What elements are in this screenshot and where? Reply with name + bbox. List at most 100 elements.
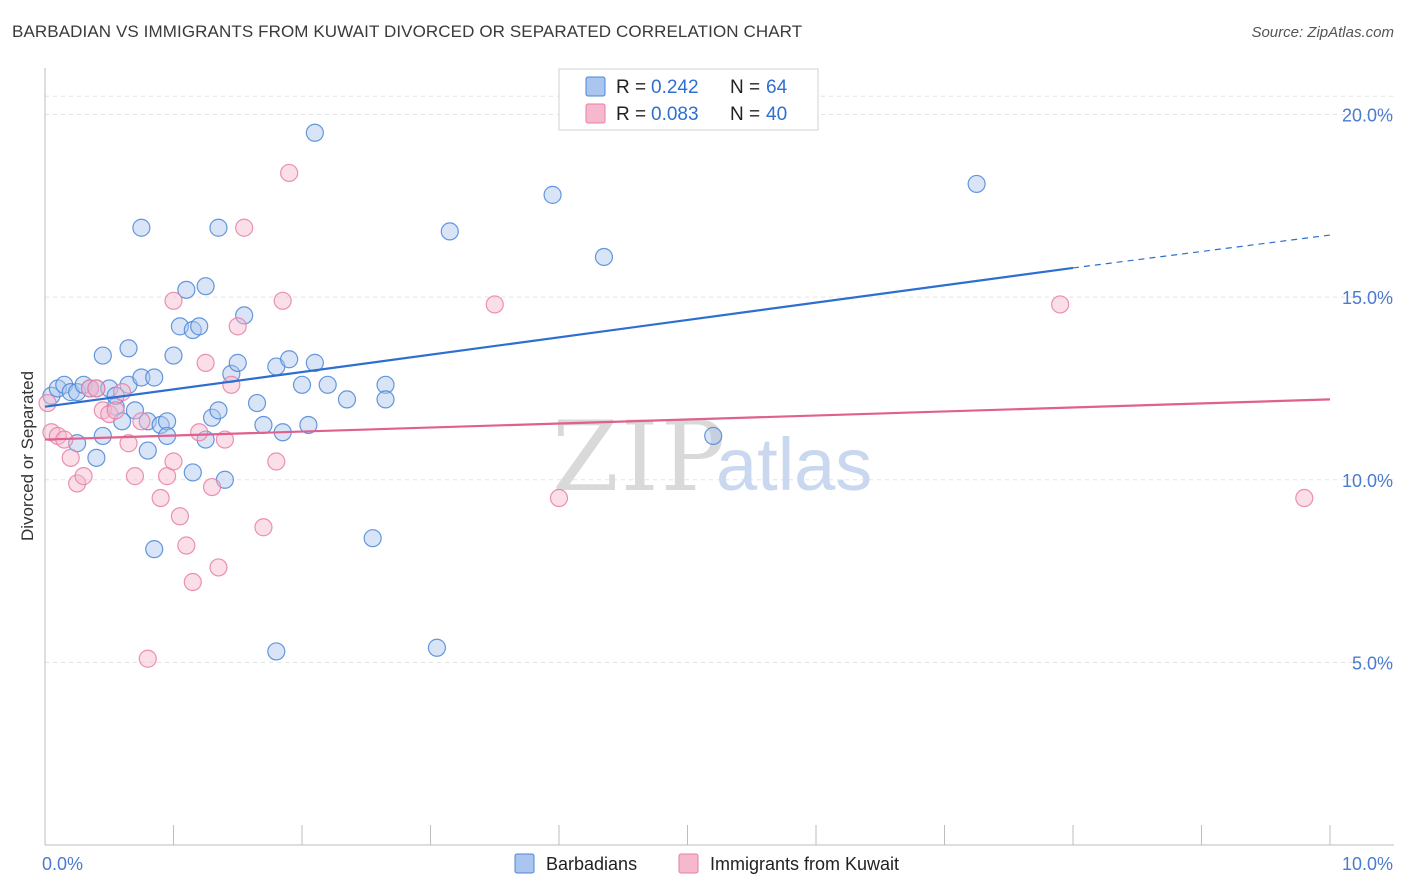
barbadian-point-44 (119, 339, 138, 358)
legend-n-label-pink: N = (730, 104, 760, 125)
kuwait-point-16 (138, 649, 157, 668)
kuwait-point-30 (235, 218, 254, 237)
barbadian-point-49 (247, 393, 267, 413)
barbadian-point-55 (543, 185, 562, 204)
kuwait-point-17 (151, 488, 170, 508)
barbadian-point-57 (704, 426, 723, 446)
kuwait-point-24 (196, 353, 215, 372)
bottom-legend-label-blue: Barbadians (546, 854, 637, 874)
kuwait-point-20 (170, 507, 190, 526)
kuwait-point-36 (549, 488, 569, 508)
legend-n-value-blue: 64 (766, 77, 788, 98)
kuwait-point-21 (177, 536, 196, 555)
barbadian-point-63 (376, 390, 395, 409)
kuwait-point-29 (228, 317, 247, 336)
bottom-legend-swatch-pink (678, 853, 699, 874)
watermark-zip: ZIP (552, 401, 727, 513)
barbadian-point-47 (145, 540, 164, 559)
barbadian-point-40 (376, 375, 395, 394)
kuwait-point-28 (222, 375, 241, 394)
barbadian-point-36 (299, 415, 318, 435)
barbadian-point-53 (305, 123, 324, 142)
kuwait-point-8 (87, 379, 106, 398)
legend-box: R = 0.242 N = 64 R = 0.083 N = 40 (558, 68, 819, 131)
kuwait-point-27 (215, 430, 234, 449)
legend-n-label-blue: N = (730, 77, 760, 98)
trend-line-barbadians (44, 266, 1074, 408)
chart-source: Source: ZipAtlas.com (1251, 24, 1394, 41)
barbadian-point-39 (337, 390, 357, 409)
trend-lines (44, 234, 1331, 441)
barbadian-point-25 (202, 408, 222, 427)
kuwait-point-7 (80, 379, 100, 398)
barbadian-point-14 (132, 368, 151, 387)
axes (44, 68, 1394, 846)
kuwait-point-33 (273, 291, 292, 310)
barbadian-point-16 (145, 368, 164, 387)
barbadian-point-21 (177, 280, 196, 299)
barbadian-point-48 (183, 463, 202, 482)
barbadian-point-26 (209, 401, 228, 420)
kuwait-point-25 (202, 477, 222, 497)
kuwait-point-22 (183, 572, 202, 592)
kuwait-point-37 (1051, 295, 1070, 314)
kuwait-point-5 (68, 474, 87, 493)
barbadian-point-34 (280, 350, 299, 369)
kuwait-point-13 (119, 434, 138, 453)
kuwait-point-6 (74, 467, 93, 486)
barbadian-point-23 (190, 317, 209, 336)
barbadian-point-43 (93, 426, 112, 446)
chart-title: BARBADIAN VS IMMIGRANTS FROM KUWAIT DIVO… (12, 22, 803, 41)
legend-swatch-blue (585, 76, 606, 97)
barbadian-point-50 (363, 529, 382, 548)
barbadian-point-31 (254, 415, 273, 435)
y-tick-label-1: 10.0% (1342, 471, 1393, 491)
y-tick-label-0: 5.0% (1352, 653, 1393, 673)
kuwait-point-35 (485, 295, 504, 314)
kuwait-point-34 (280, 163, 299, 183)
barbadian-point-52 (267, 642, 286, 661)
y-tick-labels: 5.0% 10.0% 15.0% 20.0% (1342, 106, 1393, 674)
x-tick-label-1: 10.0% (1342, 854, 1393, 874)
y-tick-label-3: 20.0% (1342, 106, 1393, 126)
barbadian-point-59 (209, 218, 228, 237)
y-axis-title: Divorced or Separated (18, 371, 37, 541)
bottom-legend: Barbadians Immigrants from Kuwait (514, 853, 899, 874)
trend-line-barbadians-extension (1072, 234, 1331, 269)
barbadian-point-51 (427, 638, 447, 657)
barbadian-point-35 (292, 375, 312, 394)
legend-r-label-pink: R = (616, 104, 646, 125)
barbadian-point-56 (594, 247, 614, 267)
kuwait-point-14 (125, 467, 145, 486)
legend-swatch-pink (585, 103, 606, 124)
barbadian-point-13 (125, 401, 145, 420)
x-tick-labels: 0.0% 10.0% (42, 854, 1393, 874)
legend-r-value-blue: 0.242 (651, 77, 699, 98)
x-tick-label-0: 0.0% (42, 854, 83, 874)
bottom-legend-swatch-blue (514, 853, 535, 874)
barbadian-point-19 (164, 346, 183, 365)
trend-line-kuwait (44, 398, 1331, 441)
kuwait-point-38 (1295, 488, 1314, 508)
barbadian-point-42 (87, 448, 106, 467)
legend-n-value-pink: 40 (766, 104, 787, 125)
barbadian-point-30 (235, 306, 254, 325)
legend-r-value-pink: 0.083 (651, 104, 699, 125)
kuwait-point-4 (61, 448, 80, 467)
watermark-atlas: atlas (716, 423, 872, 506)
barbadian-point-45 (132, 218, 151, 237)
bottom-legend-label-pink: Immigrants from Kuwait (710, 854, 899, 874)
y-tick-label-2: 15.0% (1342, 288, 1393, 308)
barbadian-point-18 (157, 412, 177, 431)
barbadian-point-29 (228, 353, 247, 372)
barbadian-point-8 (93, 346, 112, 365)
kuwait-point-11 (106, 401, 125, 420)
kuwait-point-31 (254, 518, 273, 537)
series-barbadians (42, 123, 986, 661)
kuwait-point-15 (132, 412, 151, 431)
series-kuwait (38, 163, 1314, 668)
kuwait-point-19 (164, 452, 183, 471)
kuwait-point-23 (190, 423, 209, 442)
kuwait-point-26 (209, 558, 228, 577)
